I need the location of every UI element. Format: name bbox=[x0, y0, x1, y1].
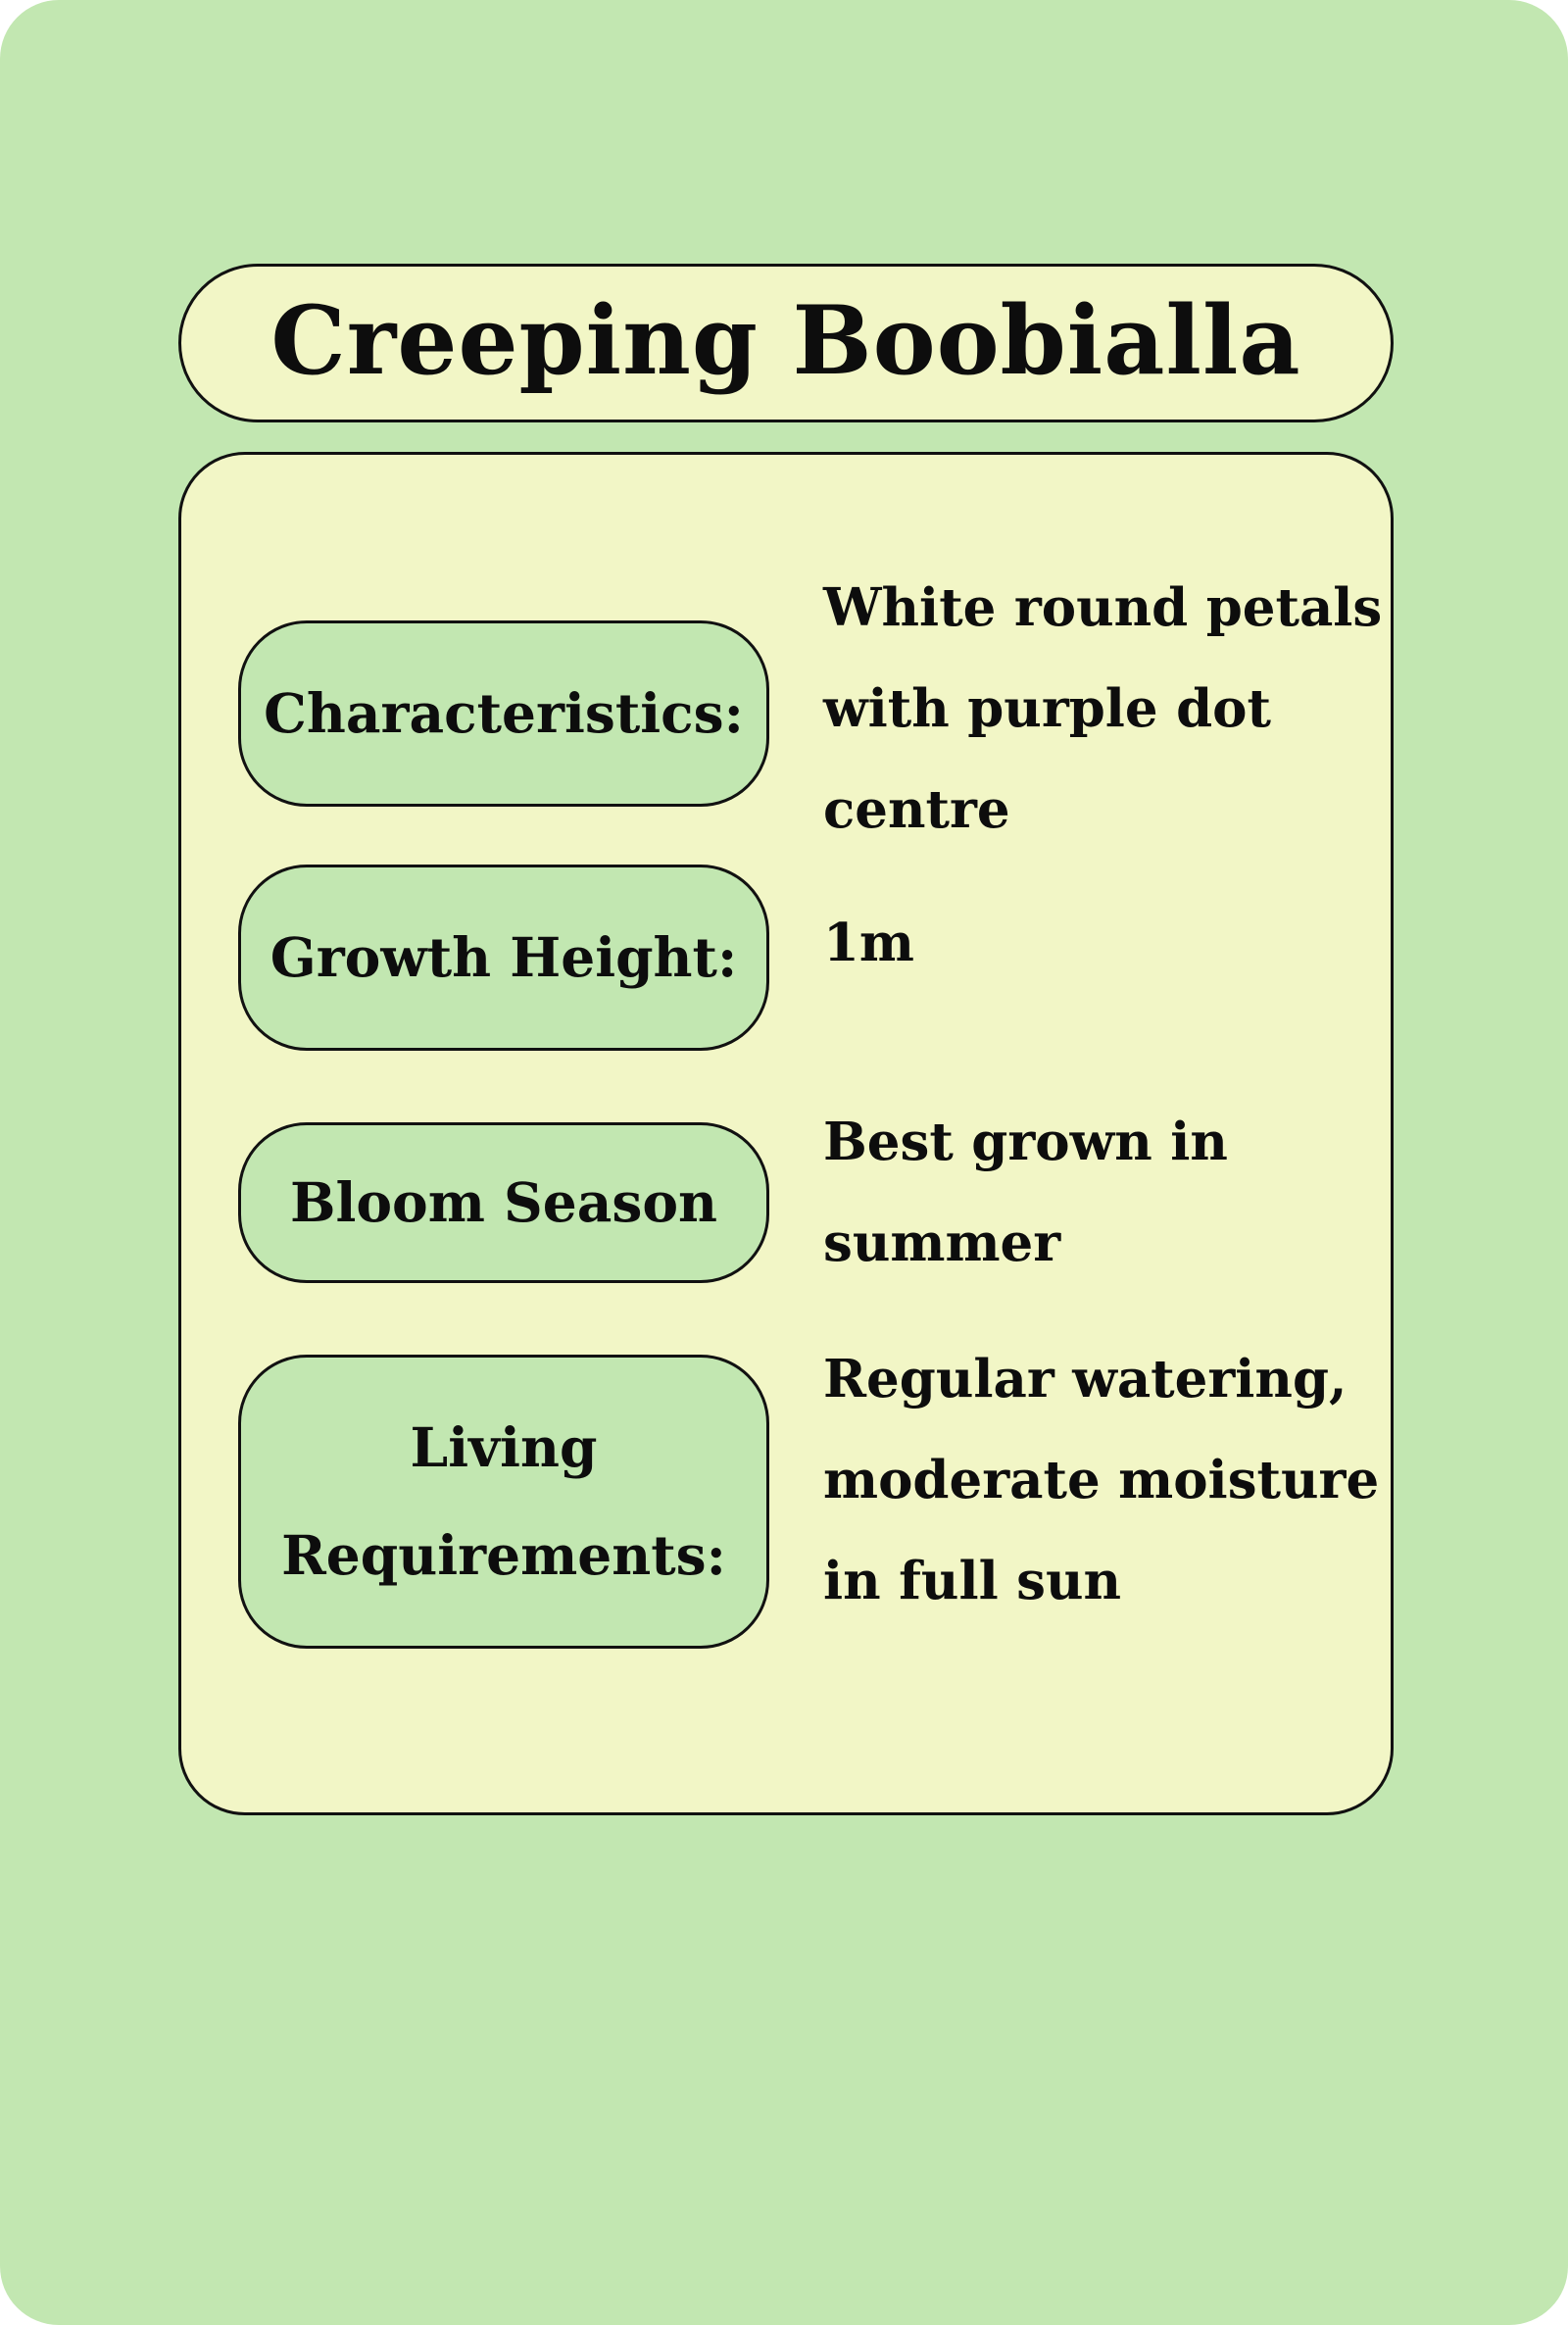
living-requirements-label-line: Requirements: bbox=[281, 1523, 726, 1587]
characteristics-label-pill: Characteristics: bbox=[238, 620, 769, 807]
living-requirements-value-line: in full sun bbox=[823, 1551, 1122, 1611]
details-panel: Characteristics: White round petals with… bbox=[178, 452, 1394, 1815]
characteristics-value: White round petals with purple dot centr… bbox=[823, 558, 1382, 861]
bloom-season-label-pill: Bloom Season bbox=[238, 1122, 769, 1283]
living-requirements-label-pill: Living Requirements: bbox=[238, 1355, 769, 1649]
growth-height-value-line: 1m bbox=[823, 913, 914, 973]
living-requirements-value-line: moderate moisture bbox=[823, 1450, 1380, 1510]
characteristics-value-line: with purple dot bbox=[823, 678, 1271, 739]
bloom-season-label: Bloom Season bbox=[289, 1170, 718, 1234]
bloom-season-value-line: summer bbox=[823, 1212, 1061, 1273]
growth-height-label: Growth Height: bbox=[270, 925, 738, 989]
characteristics-label: Characteristics: bbox=[264, 681, 744, 745]
characteristics-value-line: White round petals bbox=[823, 577, 1383, 638]
characteristics-value-line: centre bbox=[823, 779, 1010, 840]
growth-height-label-pill: Growth Height: bbox=[238, 865, 769, 1051]
bloom-season-value-line: Best grown in bbox=[823, 1112, 1228, 1172]
growth-height-value: 1m bbox=[823, 893, 1382, 994]
plant-title: Creeping Boobialla bbox=[270, 285, 1301, 396]
bloom-season-value: Best grown in summer bbox=[823, 1092, 1382, 1294]
title-banner: Creeping Boobialla bbox=[178, 264, 1394, 422]
living-requirements-label-line: Living bbox=[410, 1415, 598, 1479]
living-requirements-value-line: Regular watering, bbox=[823, 1349, 1348, 1410]
living-requirements-value: Regular watering, moderate moisture in f… bbox=[823, 1329, 1382, 1632]
